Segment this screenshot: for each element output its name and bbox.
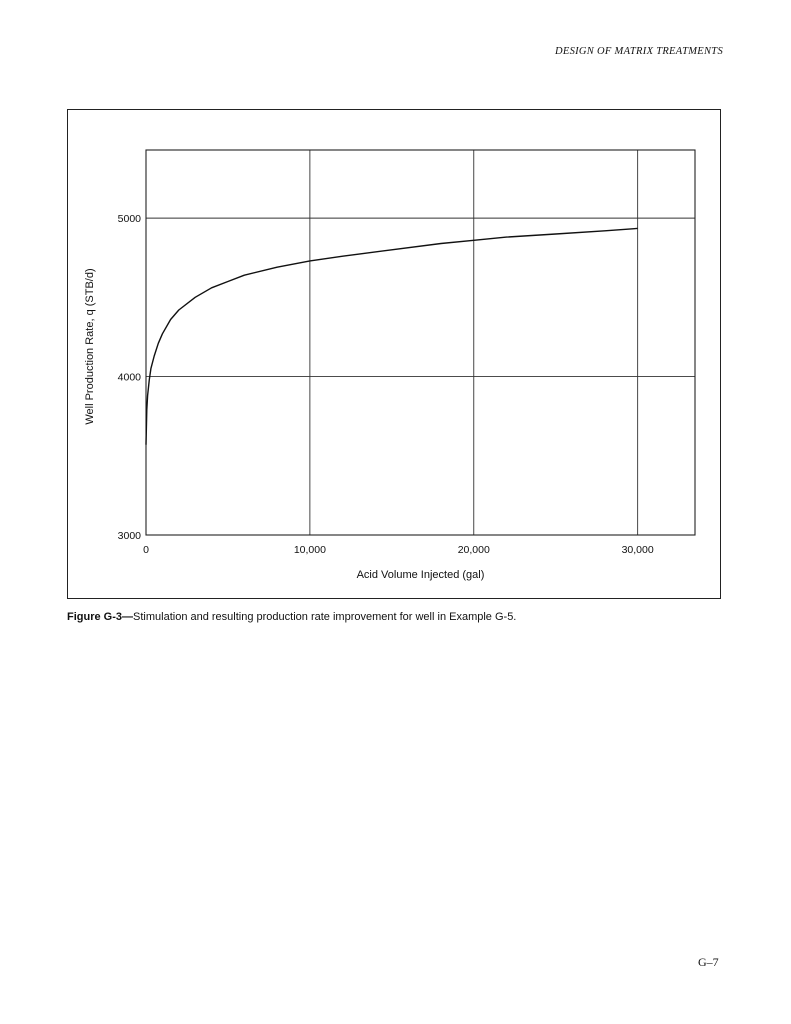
x-axis-label: Acid Volume Injected (gal): [357, 569, 485, 581]
x-tick-label: 20,000: [458, 544, 490, 556]
tick-labels: 0 10,000 20,000 30,000 3000 4000 5000: [118, 213, 654, 556]
x-tick-label: 0: [143, 544, 149, 556]
figure-caption: Figure G-3—Stimulation and resulting pro…: [67, 611, 516, 623]
series-line: [145, 227, 638, 445]
running-head: DESIGN OF MATRIX TREATMENTS: [554, 46, 723, 57]
y-tick-label: 3000: [118, 530, 142, 542]
page-number: G–7: [698, 955, 719, 969]
plot-area: [145, 149, 696, 536]
y-axis-label: Well Production Rate, q (STB/d): [84, 268, 96, 424]
series-layer: [145, 227, 638, 445]
grid-lines: [146, 150, 695, 535]
figure-caption-text: Stimulation and resulting production rat…: [133, 611, 517, 623]
x-tick-label: 30,000: [622, 544, 654, 556]
figure-frame: [67, 109, 721, 599]
figure-caption-label: Figure G-3—: [67, 611, 134, 623]
y-tick-label: 5000: [118, 213, 142, 225]
y-tick-label: 4000: [118, 372, 142, 384]
x-tick-label: 10,000: [294, 544, 326, 556]
